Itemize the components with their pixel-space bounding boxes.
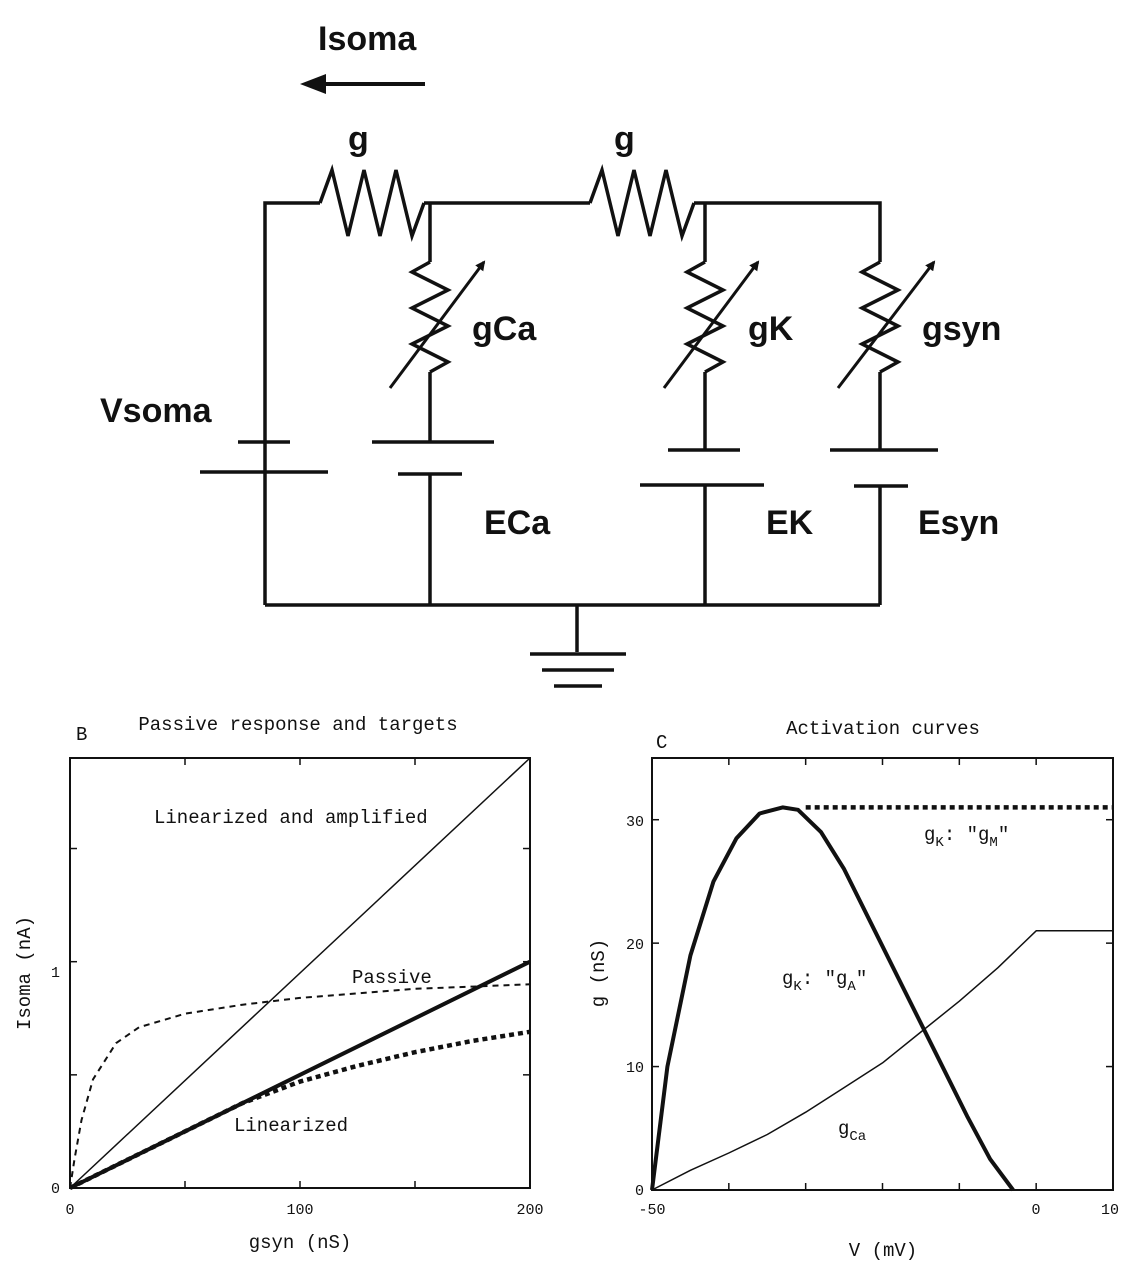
resistor-2-label: g — [614, 120, 635, 158]
gca-variable-arrow — [388, 260, 486, 389]
vsoma-battery — [200, 440, 328, 474]
panel-b-letter: B — [76, 724, 87, 746]
panel-b-series-2 — [69, 983, 531, 1189]
annotation-gk-gm: gK: "gM" — [924, 824, 1009, 851]
panel-b-ytick-0: 0 — [51, 1181, 60, 1198]
panel-c-frame — [651, 757, 1114, 1191]
panel-c-series-0 — [650, 805, 1015, 1192]
gsyn-label: gsyn — [922, 310, 1001, 348]
esyn-label: Esyn — [918, 504, 999, 542]
panel-c-xtick-2: 10 — [1101, 1202, 1119, 1219]
gsyn-resistor — [858, 260, 902, 374]
resistor-1-label: g — [348, 120, 369, 158]
vsoma-label: Vsoma — [100, 392, 213, 430]
panel-c-xlabel: V (mV) — [849, 1240, 917, 1262]
panel-b-xtick-1: 100 — [286, 1202, 313, 1219]
panel-c-letter: C — [656, 732, 667, 754]
annotation-linearized: Linearized — [234, 1115, 348, 1137]
panel-b-xtick-0: 0 — [65, 1202, 74, 1219]
panel-c-xtick-1: 0 — [1031, 1202, 1040, 1219]
panel-b-xtick-2: 200 — [516, 1202, 543, 1219]
isoma-label: Isoma — [318, 20, 417, 58]
annotation-amplified: Linearized and amplified — [154, 807, 428, 829]
panel-c-series — [650, 805, 1113, 1192]
panel-b-ytick-1: 1 — [51, 965, 60, 982]
gca-resistor — [408, 260, 452, 374]
panel-c-xtick-0: -50 — [638, 1202, 665, 1219]
resistor-1 — [318, 163, 426, 243]
panel-c-ticks — [651, 758, 1114, 1191]
panel-c-series-2 — [651, 930, 1113, 1191]
panel-c: C Activation curves -50 0 10 0 10 20 30 … — [588, 718, 1119, 1262]
panel-b-xlabel: gsyn (nS) — [249, 1232, 352, 1254]
annotation-gk-ga: gK: "gA" — [782, 968, 867, 995]
circuit-diagram: Isoma g g Vsoma — [100, 20, 1001, 688]
gk-label: gK — [748, 310, 794, 348]
panel-c-title: Activation curves — [786, 718, 980, 740]
panel-b-series — [69, 757, 531, 1191]
eca-label: ECa — [484, 504, 551, 542]
resistor-2 — [588, 163, 696, 243]
panel-b-series-3 — [69, 1029, 531, 1191]
panel-c-ytick-2: 20 — [626, 937, 644, 954]
ek-label: EK — [766, 504, 814, 542]
annotation-gca: gCa — [838, 1118, 866, 1145]
isoma-arrow — [300, 74, 425, 94]
panel-c-ylabel: g (nS) — [588, 939, 610, 1007]
panel-c-ytick-0: 0 — [635, 1183, 644, 1200]
panel-b-ylabel: Isoma (nA) — [14, 916, 36, 1030]
gk-resistor — [683, 260, 727, 374]
gca-label: gCa — [472, 310, 537, 348]
panel-b-title: Passive response and targets — [138, 714, 457, 736]
panel-c-ytick-1: 10 — [626, 1060, 644, 1077]
gsyn-variable-arrow — [836, 260, 936, 389]
annotation-passive: Passive — [352, 967, 432, 989]
panel-c-ytick-3: 30 — [626, 814, 644, 831]
panel-b-series-0 — [69, 757, 531, 1189]
gca-branch — [372, 203, 494, 605]
panel-b: B Passive response and targets 0 100 200… — [14, 714, 544, 1254]
gsyn-branch — [830, 260, 938, 605]
ground-symbol — [530, 605, 626, 688]
gk-branch — [640, 203, 764, 605]
gk-variable-arrow — [662, 260, 760, 389]
